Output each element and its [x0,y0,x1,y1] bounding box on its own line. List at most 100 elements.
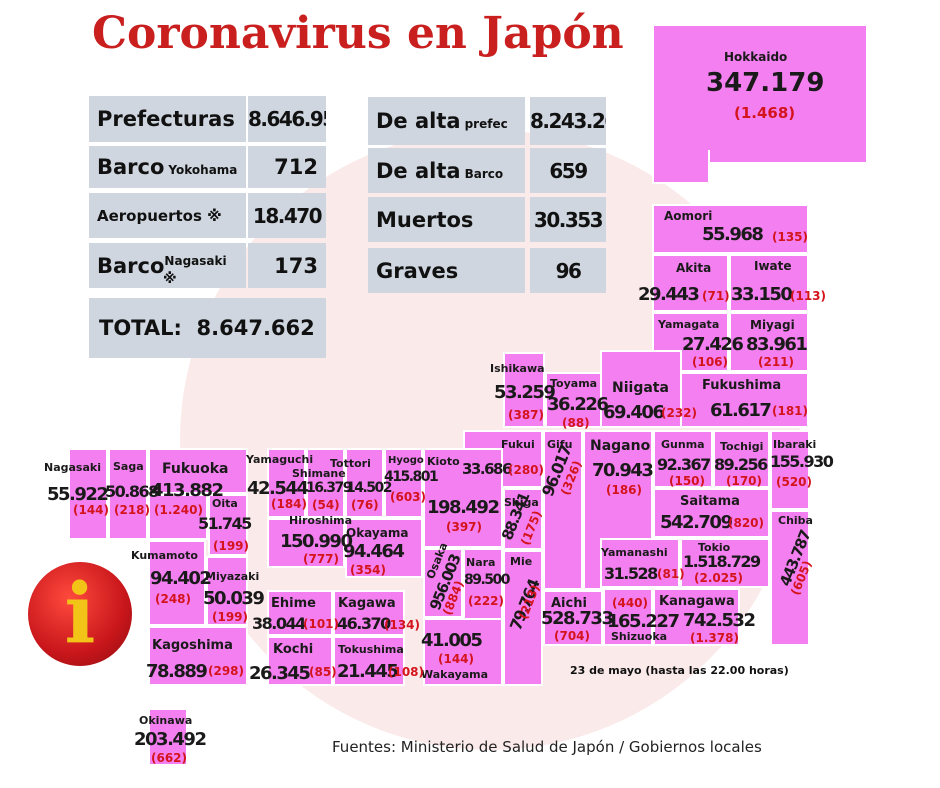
tile-shiga [503,488,543,550]
tile-hokkaido-ext [652,150,710,184]
label-wakayama-cases: 41.005 [421,630,483,651]
label-hyogo-deaths: (603) [390,490,427,504]
tile-fukuoka [148,448,248,494]
label-oita-cases: 51.745 [198,514,252,533]
label-tottori-deaths: (76) [351,498,379,512]
label-shimane-name: Shimane [292,467,346,480]
tile-ishikawa [503,352,545,428]
label-shizuoka-deaths: (440) [612,596,649,610]
label-kioto-cases: 198.492 [427,497,500,518]
label-kagawa-name: Kagawa [338,596,396,611]
label-iwate-cases: 33.150 [731,284,793,305]
tile-hiroshima [267,518,345,568]
label-ibaraki-name: Ibaraki [773,438,817,451]
label-kumamoto-deaths: (248) [155,592,192,606]
tile-wakayama [423,618,503,686]
label-kanagawa-deaths: (1.378) [690,631,739,645]
label-gunma-deaths: (150) [669,474,706,488]
label-tokushima-name: Tokushima [338,643,404,656]
label-shimane-cases: 16.379 [306,480,353,496]
label-iwate-name: Iwate [754,259,792,273]
label-akita-deaths: (71) [702,289,730,303]
tile-gifu [543,430,583,590]
label-hyogo-cases: 415.801 [384,469,439,485]
label-kioto-name: Kioto [427,455,460,468]
label-okayama-deaths: (354) [350,563,387,577]
label-kagawa-cases: 46.370 [337,614,391,633]
label-toyama-cases: 36.226 [547,394,609,415]
stat-de-alta-prefec-value: 8.243.263 [530,97,606,145]
label-aichi-cases: 528.733 [541,608,614,629]
label-miyazaki-cases: 50.039 [203,588,265,609]
tile-aichi [543,590,603,646]
label-ishikawa-cases: 53.259 [494,382,556,403]
tile-saga [108,448,148,540]
label-gifu-name: Gifu [547,438,573,451]
label-yamaguchi-name: Yamaguchi [246,453,314,466]
label-kagawa-deaths: (134) [384,618,421,632]
stat-muertos-label: Muertos [368,197,525,242]
label-tochigi-cases: 89.256 [714,455,768,474]
label-aomori-name: Aomori [664,209,713,223]
tile-kagoshima [148,626,248,686]
tile-kanagawa [653,588,740,646]
label-ishikawa-deaths: (387) [508,408,545,422]
label-tokio-name: Tokio [698,541,731,554]
stat-aeropuertos-value: 18.470 [248,193,326,238]
tile-tottori [345,448,384,518]
label-yamanashi-deaths: (81) [657,567,685,581]
label-shizuoka-name: Shizuoka [611,630,668,643]
tile-ibaraki [770,430,810,510]
stat-total: TOTAL: 8.647.662 [89,298,326,358]
label-kanagawa-name: Kanagawa [659,594,735,609]
label-yamanashi-name: Yamanashi [601,546,668,559]
tile-kochi [267,636,333,686]
label-yamagata-cases: 27.426 [682,334,744,355]
label-hokkaido-cases: 347.179 [706,68,825,98]
tile-kioto [423,448,503,548]
label-aichi-name: Aichi [551,596,587,611]
label-gunma-cases: 92.367 [657,455,711,474]
tile-tokushima [333,636,405,686]
label-kumamoto-name: Kumamoto [131,549,198,562]
label-ishikawa-name: Ishikawa [490,362,545,375]
label-fukushima-cases: 61.617 [710,400,772,421]
tile-gunma [653,430,713,488]
label-fukui-cases: 33.686 [462,460,512,478]
tile-hokkaido [652,24,868,164]
label-kumamoto-cases: 94.402 [150,568,212,589]
label-miyazaki-deaths: (199) [212,610,249,624]
label-tottori-name: Tottori [330,457,371,470]
label-nara-deaths: (222) [468,594,505,608]
stat-barco-yokohama-value: 712 [248,146,326,188]
label-ehime-name: Ehime [271,596,316,611]
label-nagasaki-cases: 55.922 [47,484,109,505]
label-okinawa-cases: 203.492 [134,729,207,750]
label-nagano-name: Nagano [590,438,651,454]
label-tokio-deaths: (2.025) [694,571,743,585]
label-kochi-deaths: (85) [309,665,337,679]
label-saitama-deaths: (820) [728,516,765,530]
tile-tokio [680,538,770,588]
label-fukushima-deaths: (181) [772,404,809,418]
label-aichi-deaths: (704) [554,629,591,643]
tile-ehime [267,590,333,636]
label-kochi-cases: 26.345 [249,663,311,684]
label-ibaraki-cases: 155.930 [770,452,834,471]
label-tokushima-cases: 21.445 [337,661,399,682]
label-wakayama-deaths: (144) [438,652,475,666]
label-mie-name: Mie [510,555,533,568]
tile-yamanashi [600,538,680,588]
label-toyama-name: Toyama [550,377,598,390]
tile-osaka [423,548,463,618]
label-ibaraki-deaths: (520) [776,475,813,489]
label-niigata-name: Niigata [612,380,669,396]
stat-barco-nagasaki-label: BarcoNagasaki ※ [89,243,246,288]
stat-muertos-value: 30.353 [530,197,606,242]
label-shizuoka-cases: 165.227 [607,611,680,632]
stat-graves-value: 96 [530,248,606,293]
stat-de-alta-barco-value: 659 [530,148,606,193]
label-tokio-cases: 1.518.729 [683,552,761,571]
label-nagasaki-name: Nagasaki [44,461,101,474]
label-iwate-deaths: (113) [790,289,827,303]
